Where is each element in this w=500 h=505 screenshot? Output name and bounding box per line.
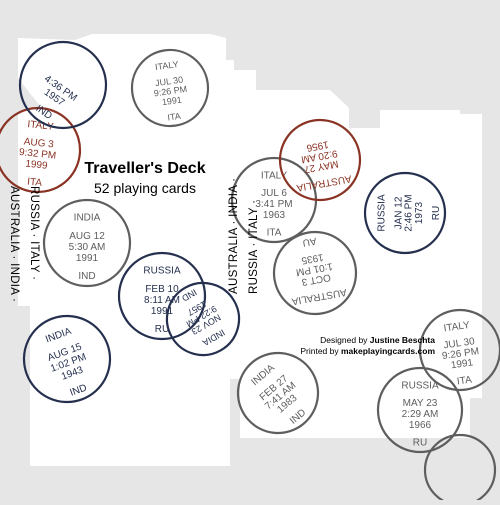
stamp-country: ITALY [27,119,55,133]
designer-credit: Designed by Justine Beschta [285,335,435,345]
designer-name: Justine Beschta [369,335,435,345]
stamp-ring [117,251,207,341]
printer-credit: Printed by makeplayingcards.com [240,346,435,356]
stamp-ring [22,314,112,404]
stamp-date: AUG 12 [69,231,105,242]
stamp-year: 1991 [151,306,174,317]
stamp-country: RUSSIA [143,266,181,277]
printer-prefix: Printed by [300,346,341,356]
stamp-year: 1935 [300,251,324,266]
side-label-right-1: AUSTRALIA · INDIA · [228,177,240,294]
stamp-code: ITA [456,375,473,388]
stamp-ring [376,366,464,454]
stamp-year: 1999 [25,159,49,172]
stamp-year: 1963 [263,210,286,221]
stamp-time: 2:29 AM [402,409,439,420]
stamp-country: RUSSIA [376,194,387,232]
side-label-left-2: RUSSIA · ITALY · [28,186,40,281]
stamp-ring [0,106,82,194]
stamp-time: 8:11 AM [144,295,180,306]
stamp-time: 9:26 PM [153,84,188,99]
stamp-date: FEB 10 [145,284,179,295]
stamp-date: MAY 23 [403,398,438,409]
side-label-left-1: AUSTRALIA · INDIA · [8,186,20,303]
stamp-ring [42,198,132,288]
stamp-country: ITALY [261,170,288,181]
postmark-stamp: RUSSIA JAN 12 2:46 PM 1973 RU [363,171,447,255]
stamp-ring [278,118,362,202]
stamp-code: ITA [167,111,182,123]
stamp-date: JUL 30 [443,336,476,351]
stamp-country: INDIA [74,213,101,224]
printer-name: makeplayingcards.com [340,346,435,356]
stamp-time: 5:30 AM [69,242,106,253]
postmark-stamp [423,433,497,505]
stamp-time: 9:32 PM [18,147,56,162]
stamp-ring [363,171,447,255]
stamp-date: JUL 6 [261,188,287,199]
stamp-code: RU [413,437,427,448]
stamp-ring [272,230,358,316]
stamp-time: 2:46 PM [404,194,415,231]
stamp-year: 1991 [76,253,99,264]
side-label-right-2: RUSSIA · ITALY · [248,199,260,294]
stamp-code: IND [78,271,95,282]
stamp-year: 1966 [409,420,432,431]
stamp-date: JUL 30 [154,74,183,88]
designer-prefix: Designed by [320,335,370,345]
stamp-time: 3:41 PM [255,199,292,210]
stamp-code: ITA [27,176,43,189]
deck-subtitle: 52 playing cards [94,180,196,196]
stamp-time: 9:26 PM [441,346,479,362]
stamp-code: ITA [267,227,282,238]
stamp-date: AUG 3 [23,136,54,150]
stamp-year: 1973 [414,201,425,224]
stamp-ring [236,351,320,435]
stamp-code: RU [431,206,442,220]
stamp-code: AU [302,235,318,248]
stamp-country: ITALY [443,320,471,335]
stamp-date: OCT 3 [300,271,331,287]
stamp-country: ITALY [154,59,179,72]
stamp-ring [18,40,108,130]
stamp-code: RU [155,324,169,335]
stamp-year: 1956 [305,138,329,153]
stamp-year: 1991 [450,357,474,371]
box-outline [18,34,482,466]
deck-title: Traveller's Deck [84,160,206,177]
stamp-ring [423,433,497,505]
stamp-ring [130,48,210,128]
stamp-year: 1991 [161,95,182,108]
stamp-date: JAN 12 [393,196,404,229]
stamp-country: RUSSIA [401,380,439,391]
stamp-ring [165,281,241,357]
